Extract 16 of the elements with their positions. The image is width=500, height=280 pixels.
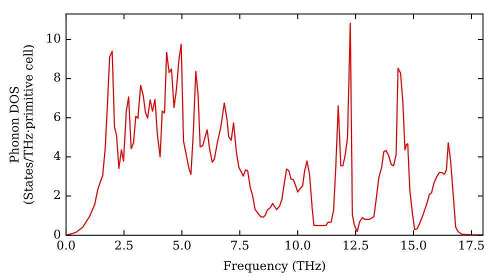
x-tick-label: 17.5 — [458, 238, 485, 253]
x-tick-label: 7.5 — [230, 238, 250, 253]
y-tick-label: 8 — [53, 70, 62, 85]
y-tick-label: 10 — [46, 32, 62, 46]
y-tick-label: 2 — [53, 188, 62, 202]
y-tick-label: 4 — [53, 149, 62, 164]
x-tick-label: 15.0 — [400, 238, 427, 253]
y-tick-label: 6 — [53, 110, 62, 124]
x-tick-label: 2.5 — [114, 238, 134, 253]
y-tick-label: 0 — [53, 227, 62, 242]
x-tick-label: 10.0 — [284, 238, 312, 253]
x-tick-label: 5.0 — [172, 238, 192, 253]
x-axis-title: Frequency (THz) — [223, 258, 326, 273]
y-axis-title: Phonon DOS (States/THz·primitive cell) — [7, 44, 36, 205]
x-tick-label: 0.0 — [56, 238, 76, 253]
x-tick-label: 12.5 — [342, 238, 369, 253]
